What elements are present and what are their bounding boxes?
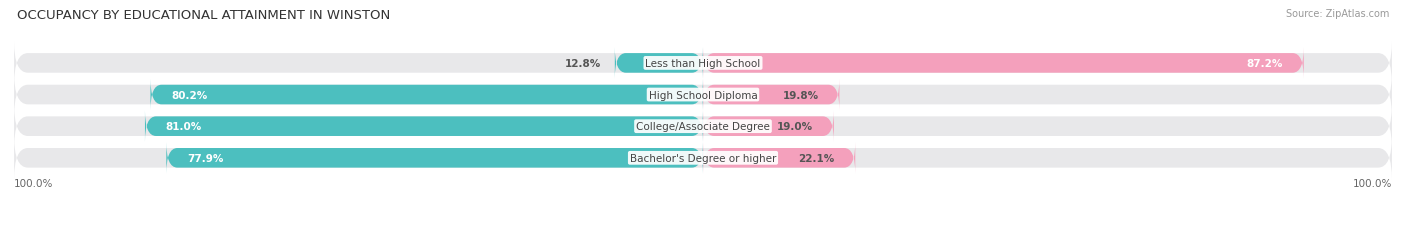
Text: 19.8%: 19.8% — [783, 90, 818, 100]
Text: OCCUPANCY BY EDUCATIONAL ATTAINMENT IN WINSTON: OCCUPANCY BY EDUCATIONAL ATTAINMENT IN W… — [17, 9, 389, 22]
FancyBboxPatch shape — [14, 73, 1392, 117]
FancyBboxPatch shape — [14, 105, 1392, 148]
FancyBboxPatch shape — [145, 111, 703, 142]
FancyBboxPatch shape — [703, 80, 839, 111]
Text: 12.8%: 12.8% — [565, 59, 600, 69]
Text: 22.1%: 22.1% — [799, 153, 835, 163]
Text: 19.0%: 19.0% — [778, 122, 813, 132]
FancyBboxPatch shape — [166, 143, 703, 173]
Text: Less than High School: Less than High School — [645, 59, 761, 69]
Text: High School Diploma: High School Diploma — [648, 90, 758, 100]
FancyBboxPatch shape — [703, 111, 834, 142]
Text: 80.2%: 80.2% — [172, 90, 208, 100]
FancyBboxPatch shape — [14, 136, 1392, 180]
Text: College/Associate Degree: College/Associate Degree — [636, 122, 770, 132]
Text: 100.0%: 100.0% — [1353, 179, 1392, 188]
FancyBboxPatch shape — [703, 143, 855, 173]
FancyBboxPatch shape — [150, 80, 703, 111]
Text: Bachelor's Degree or higher: Bachelor's Degree or higher — [630, 153, 776, 163]
FancyBboxPatch shape — [703, 48, 1303, 79]
FancyBboxPatch shape — [14, 42, 1392, 85]
Text: 77.9%: 77.9% — [187, 153, 224, 163]
FancyBboxPatch shape — [614, 48, 703, 79]
Text: 100.0%: 100.0% — [14, 179, 53, 188]
Text: 81.0%: 81.0% — [166, 122, 202, 132]
Text: 87.2%: 87.2% — [1247, 59, 1284, 69]
Text: Source: ZipAtlas.com: Source: ZipAtlas.com — [1285, 9, 1389, 19]
